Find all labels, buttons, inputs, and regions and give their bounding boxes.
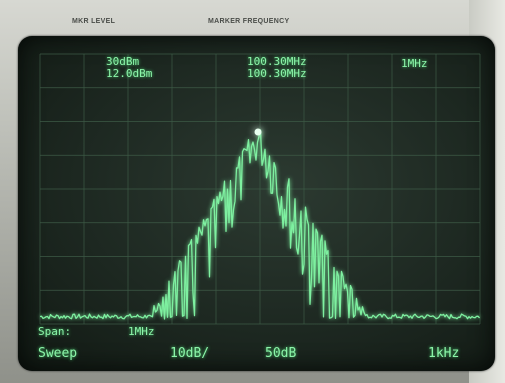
video-bandwidth-readout: 1kHz (428, 346, 460, 361)
marker-dot (254, 128, 262, 136)
spectrum-display (39, 53, 481, 325)
attenuation-readout: 50dB (265, 346, 297, 361)
marker-frequency-label: MARKER FREQUENCY (208, 18, 290, 25)
analyzer-screen: 30dBm 12.0dBm 100.30MHz 100.30MHz 1MHz S… (18, 36, 495, 371)
scale-readout: 10dB/ (170, 346, 210, 361)
marker-frequency-readout: 100.30MHz (247, 67, 307, 80)
span-value: 1MHz (128, 325, 155, 338)
sweep-label: Sweep (38, 346, 78, 361)
span-label: Span: (38, 325, 72, 338)
center-frequency-readout: 100.30MHz (247, 55, 307, 68)
mkr-level-label: MKR LEVEL (72, 18, 116, 25)
resolution-bandwidth-readout: 1MHz (401, 57, 428, 70)
marker-level-readout: 12.0dBm (106, 67, 153, 80)
graticule (39, 53, 481, 325)
reference-level-readout: 30dBm (106, 55, 140, 68)
